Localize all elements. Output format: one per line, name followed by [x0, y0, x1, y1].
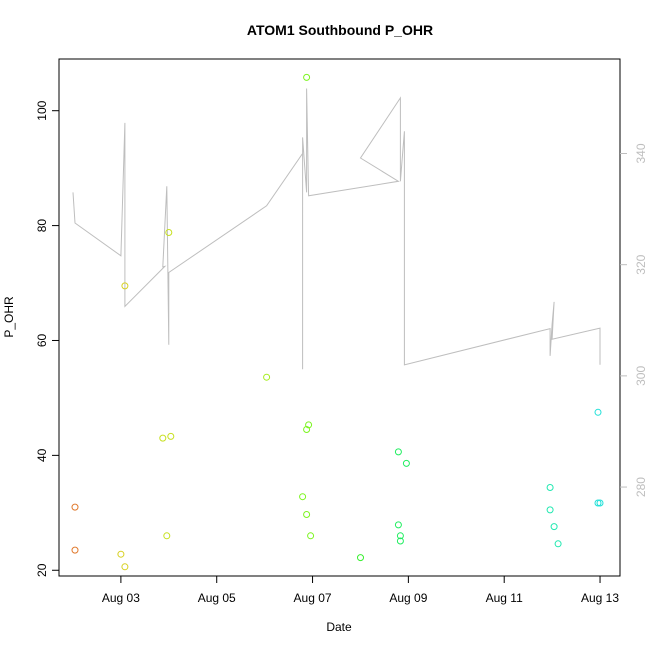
right-axis-series [72, 88, 601, 370]
data-point [303, 426, 311, 433]
x-axis: Aug 03 Aug 05 Aug 07 Aug 09 Aug 11 Aug 13 [102, 575, 619, 605]
data-point [394, 448, 402, 456]
right-y-tick-label: 300 [634, 366, 648, 386]
data-point [263, 373, 271, 381]
right-y-tick-label: 320 [634, 254, 648, 274]
right-y-tick-label: 280 [634, 477, 648, 497]
data-point [121, 282, 129, 290]
chart-title: ATOM1 Southbound P_OHR [247, 22, 433, 38]
y-tick-label: 100 [35, 100, 49, 120]
data-point [396, 537, 404, 545]
y-tick-label: 40 [35, 448, 49, 462]
x-tick-label: Aug 03 [102, 591, 140, 605]
data-point [303, 511, 311, 518]
y-axis: 20 40 60 80 100 [35, 100, 59, 577]
y-tick-label: 80 [35, 219, 49, 233]
right-y-tick-label: 340 [634, 143, 648, 163]
y-tick-label: 20 [35, 563, 49, 577]
data-point [305, 421, 313, 429]
series-line [72, 88, 601, 370]
data-point [299, 493, 307, 501]
data-point [546, 506, 554, 514]
data-point [167, 432, 175, 440]
data-point [165, 229, 173, 236]
data-point [303, 73, 311, 81]
data-point [594, 408, 602, 416]
data-point [357, 554, 364, 562]
data-point [117, 550, 125, 558]
x-tick-label: Aug 11 [486, 591, 523, 605]
data-point [402, 459, 410, 467]
data-point [71, 503, 79, 511]
y-axis-label: P_OHR [2, 296, 16, 338]
x-axis-label: Date [326, 620, 352, 634]
data-point [396, 532, 404, 540]
data-point [307, 532, 315, 540]
data-point [546, 484, 554, 491]
data-point [594, 499, 602, 507]
right-y-axis: 280 300 320 340 [620, 143, 648, 497]
data-point [159, 434, 167, 442]
data-point [71, 546, 79, 554]
data-point [394, 521, 402, 529]
x-tick-label: Aug 07 [294, 591, 332, 605]
y-tick-label: 60 [35, 333, 49, 347]
scatter-series [71, 73, 604, 571]
x-tick-label: Aug 13 [581, 591, 619, 605]
x-tick-label: Aug 09 [389, 591, 427, 605]
data-point [121, 563, 129, 571]
x-tick-label: Aug 05 [198, 591, 236, 605]
data-point [596, 499, 604, 507]
data-point [163, 532, 171, 540]
data-point [554, 540, 562, 548]
data-point [550, 523, 558, 531]
